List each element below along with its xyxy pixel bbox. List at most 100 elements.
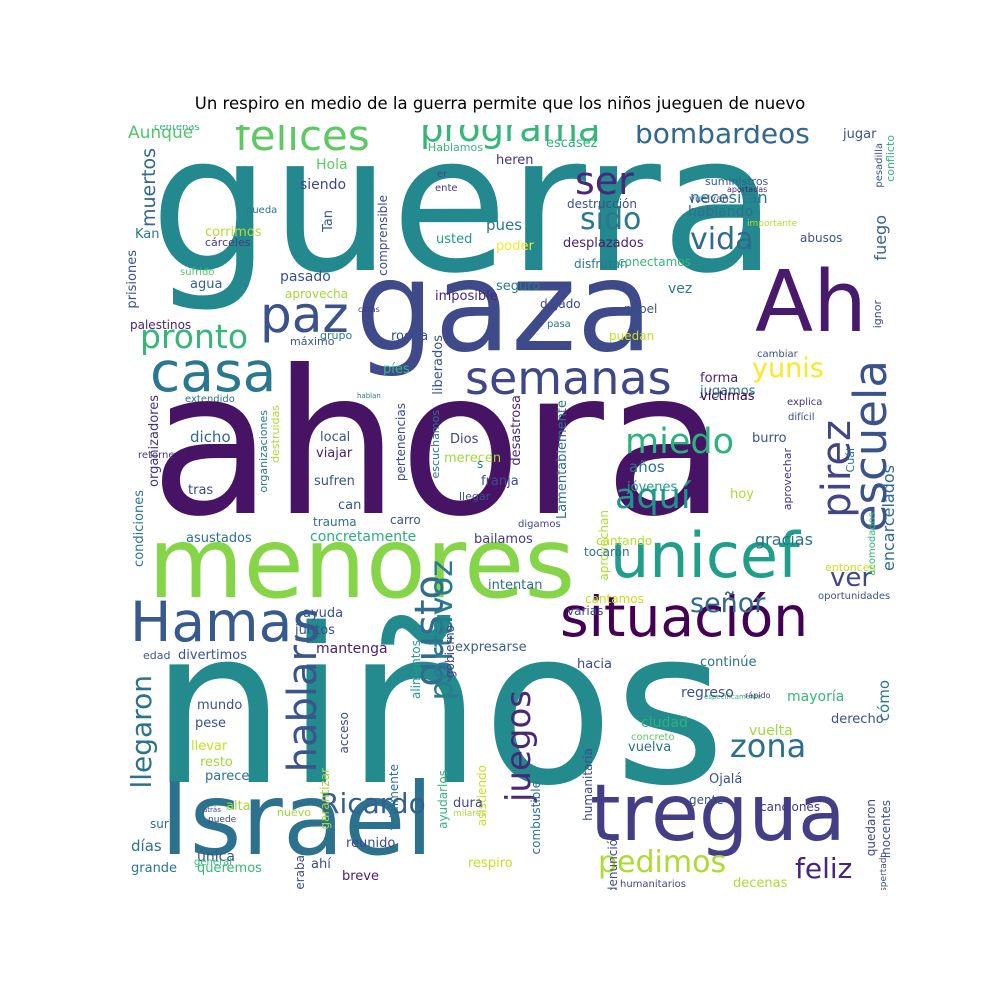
word-hablando: hablando [688,204,754,220]
word-breve: breve [342,869,380,884]
word-concreto: concreto [631,732,675,743]
word-merecen: merecen [444,451,502,466]
word-jovenes: jóvenes [627,480,678,495]
word-organizadores: organizadores [147,395,162,487]
word-importante: importante [747,219,798,229]
word-pertenencias: pertenencias [394,403,408,482]
word-divertimos: divertimos [178,648,247,663]
word-carro: carro [390,513,421,527]
word-situacion: situación [560,585,809,649]
word-cambiar: cambiar [757,349,798,360]
word-dios: Dios [450,432,479,447]
word-unica: única [197,849,235,865]
word-cantamos: cantamos [585,592,644,606]
word-mayoria: mayoría [787,689,845,705]
word-israel: Israel [160,761,434,878]
word-ente: ente [435,183,458,194]
word-liberados: liberados [431,335,446,395]
word-lamentablemente: Lamentablemente [555,400,570,520]
word-conflicto: conflicto [884,135,897,182]
word-gracias: gracias [755,530,813,549]
word-burro: burro [752,431,787,446]
word-agua: agua [190,277,223,292]
word-dificil: difícil [788,412,815,423]
word-denuncio: denunció [606,839,620,890]
word-grupo: grupo [320,329,353,342]
word-aprovecha: aprovecha [285,287,349,301]
word-tan: Tan [321,210,336,232]
word-necesitan: necesitan [690,188,768,207]
word-senor: señor [690,588,766,619]
word-mantenga: mantenga [316,641,388,657]
word-escuchamos: escuchamos [429,410,442,479]
word-feliz: feliz [795,852,853,885]
word-victimas: víctimas [700,389,755,404]
word-trauma: trauma [313,515,357,529]
word-sido: sido [580,202,642,237]
word-desplazados: desplazados [563,236,644,251]
word-felices: felices [235,125,370,160]
word-cantando: cantando [596,534,653,548]
word-suministros: suministros [705,175,769,188]
word-zona: zona [730,727,807,765]
word-sufrido: sufrido [180,267,215,278]
word-ayudarlos: ayudarlos [436,770,450,829]
word-puede: puede [208,815,237,825]
word-vez: vez [668,281,693,297]
word-tregua: tregua [590,769,846,859]
word-oportunidades: oportunidades [818,591,891,602]
word-pese: pese [195,716,227,731]
word-dura: dura [453,796,483,811]
word-jugar: jugar [843,127,877,142]
word-palestinos: palestinos [130,318,192,332]
word-pasado: pasado [280,269,331,285]
word-programa: programa [420,125,601,150]
word-edad: edad [143,649,171,662]
word-milares: milares [453,809,487,819]
word-ignor: ignor [871,300,884,329]
word-garantizar: garantizar [318,768,332,830]
word-regreso: regreso [681,685,734,701]
word-ahora: ahora [150,328,727,561]
word-pedimos: pedimos [598,845,727,880]
word-puedan: puedan [609,329,655,343]
word-vuelvan: vuelvan [689,194,729,205]
word-queremos: queremos [197,861,262,876]
chart-title: Un respiro en medio de la guerra permite… [194,94,806,113]
word-bailamos: bailamos [474,532,533,547]
word-hamas: Hamas [130,590,321,654]
word-ninos: niños [150,582,726,833]
word-ricardo: Ricardo [320,787,426,820]
word-ah: Ah [755,253,868,352]
word-anos: años [629,458,665,476]
word-pues: pues [486,216,523,234]
word-kan: Kan [135,227,160,242]
word-viajar: viajar [316,446,353,461]
word-grande: grande [131,861,178,876]
word-desastrosa: desastrosa [509,395,524,466]
word-canciones: canciones [760,800,821,814]
word-heren: heren [496,153,534,168]
word-forma: forma [700,371,739,386]
word-humanitarios: humanitarios [620,879,686,890]
word-seguro: seguro [496,279,541,294]
word-yunis: yunis [752,353,824,384]
word-quedaron: quedaron [864,799,878,857]
word-tras: tras [188,483,214,498]
word-dejado: dejado [540,297,581,311]
word-ojala: Ojalá [709,772,743,787]
word-disfrutan: disfrutan [574,257,628,271]
word-rodea: rodea [391,329,429,344]
word-dias: días [131,837,162,855]
word-concretamente: concretamente [310,529,417,545]
word-pueda: pueda [246,205,278,216]
word-franja: franja [481,474,519,489]
word-aqui: aquí [615,477,691,517]
word-especificamente: específicamente [704,693,762,701]
word-centenas: centenas [154,125,200,133]
word-rapido: rápido [745,691,771,700]
word-juntos: juntos [295,623,335,638]
word-ser: ser [575,159,634,203]
word-intentan: intentan [488,578,543,593]
word-expresarse: expresarse [455,640,527,655]
